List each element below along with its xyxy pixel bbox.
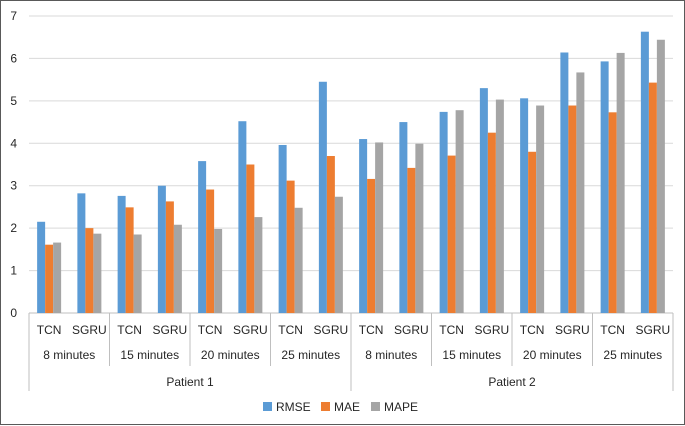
bar-mae	[125, 207, 134, 313]
bar-mae	[608, 112, 617, 313]
bar-rmse	[600, 61, 609, 313]
bar-mape	[133, 234, 142, 313]
bar-rmse	[560, 52, 569, 313]
bar-rmse	[278, 144, 287, 313]
bar-mae	[165, 201, 174, 313]
category-label: TCN	[278, 323, 303, 337]
bar-rmse	[238, 121, 247, 313]
bar-mape	[294, 207, 303, 313]
bar-rmse	[520, 98, 529, 313]
category-label: TCN	[600, 323, 625, 337]
bar-mape	[576, 72, 585, 314]
bar-mae	[45, 244, 54, 313]
bar-mape	[415, 143, 424, 313]
bar-mape	[53, 242, 62, 313]
patient-label: Patient 2	[488, 375, 536, 389]
horizon-label: 15 minutes	[442, 348, 501, 362]
bar-mae	[206, 189, 215, 313]
bar-mae	[528, 151, 537, 313]
category-label: TCN	[37, 323, 62, 337]
bar-mape	[334, 196, 343, 313]
y-tick-label: 6	[10, 51, 17, 65]
bar-mape	[656, 39, 665, 313]
bar-mae	[326, 156, 335, 313]
legend-swatch	[371, 402, 380, 411]
bar-mae	[407, 167, 416, 313]
category-label: TCN	[439, 323, 464, 337]
y-tick-label: 7	[10, 9, 17, 23]
bar-mae	[487, 132, 496, 313]
legend: RMSE MAE MAPE	[263, 400, 418, 414]
y-tick-label: 2	[10, 221, 17, 235]
bar-mae	[447, 155, 456, 313]
bar-mae	[246, 164, 255, 313]
horizon-label: 20 minutes	[523, 348, 582, 362]
bar-rmse	[640, 31, 649, 313]
bar-mape	[616, 52, 625, 314]
horizon-label: 8 minutes	[365, 348, 417, 362]
bar-mae	[367, 178, 376, 313]
bar-rmse	[359, 139, 368, 313]
y-tick-label: 3	[10, 179, 17, 193]
bar-mae	[568, 105, 577, 313]
bar-mape	[254, 217, 263, 313]
legend-label: RMSE	[276, 400, 311, 414]
bar-rmse	[157, 185, 166, 313]
category-label: SGRU	[394, 323, 429, 337]
category-label: TCN	[520, 323, 545, 337]
category-label: TCN	[359, 323, 384, 337]
x-axis: TCN SGRU TCN SGRU TCN SGRU TCN SGRU TCN SGRU TCN SG…	[28, 313, 674, 391]
bar-rmse	[439, 111, 448, 313]
bar-rmse	[479, 88, 488, 313]
y-tick-label: 1	[10, 264, 17, 278]
category-label: SGRU	[636, 323, 671, 337]
bar-mape	[214, 228, 223, 313]
bar-mae	[286, 180, 295, 313]
y-tick-label: 4	[10, 136, 17, 150]
legend-label: MAE	[334, 400, 360, 414]
category-label: SGRU	[555, 323, 590, 337]
category-label: SGRU	[314, 323, 349, 337]
bar-rmse	[37, 221, 46, 313]
bar-mape	[93, 233, 102, 313]
bar-mape	[495, 99, 504, 313]
bar-mae	[648, 82, 657, 313]
bar-mape	[536, 105, 545, 313]
legend-swatch	[263, 402, 272, 411]
bars	[37, 31, 665, 314]
horizon-label: 20 minutes	[201, 348, 260, 362]
bar-mape	[173, 224, 182, 313]
bar-rmse	[399, 122, 408, 313]
legend-label: MAPE	[384, 400, 418, 414]
bar-rmse	[318, 81, 327, 313]
horizon-label: 25 minutes	[281, 348, 340, 362]
category-label: TCN	[117, 323, 142, 337]
category-label: TCN	[198, 323, 223, 337]
category-label: SGRU	[233, 323, 268, 337]
bar-rmse	[198, 161, 207, 313]
category-label: SGRU	[72, 323, 107, 337]
y-axis-ticks: 0 1 2 3 4 5 6 7	[10, 9, 17, 320]
bar-mape	[455, 110, 464, 313]
bar-rmse	[117, 195, 126, 313]
patient-label: Patient 1	[166, 375, 214, 389]
category-label: SGRU	[475, 323, 510, 337]
horizon-label: 15 minutes	[120, 348, 179, 362]
legend-swatch	[321, 402, 330, 411]
horizon-label: 25 minutes	[603, 348, 662, 362]
bar-rmse	[77, 193, 86, 313]
bar-mae	[85, 228, 94, 313]
y-tick-label: 5	[10, 94, 17, 108]
category-label: SGRU	[153, 323, 188, 337]
y-tick-label: 0	[10, 306, 17, 320]
bar-mape	[375, 142, 384, 313]
horizon-label: 8 minutes	[43, 348, 95, 362]
